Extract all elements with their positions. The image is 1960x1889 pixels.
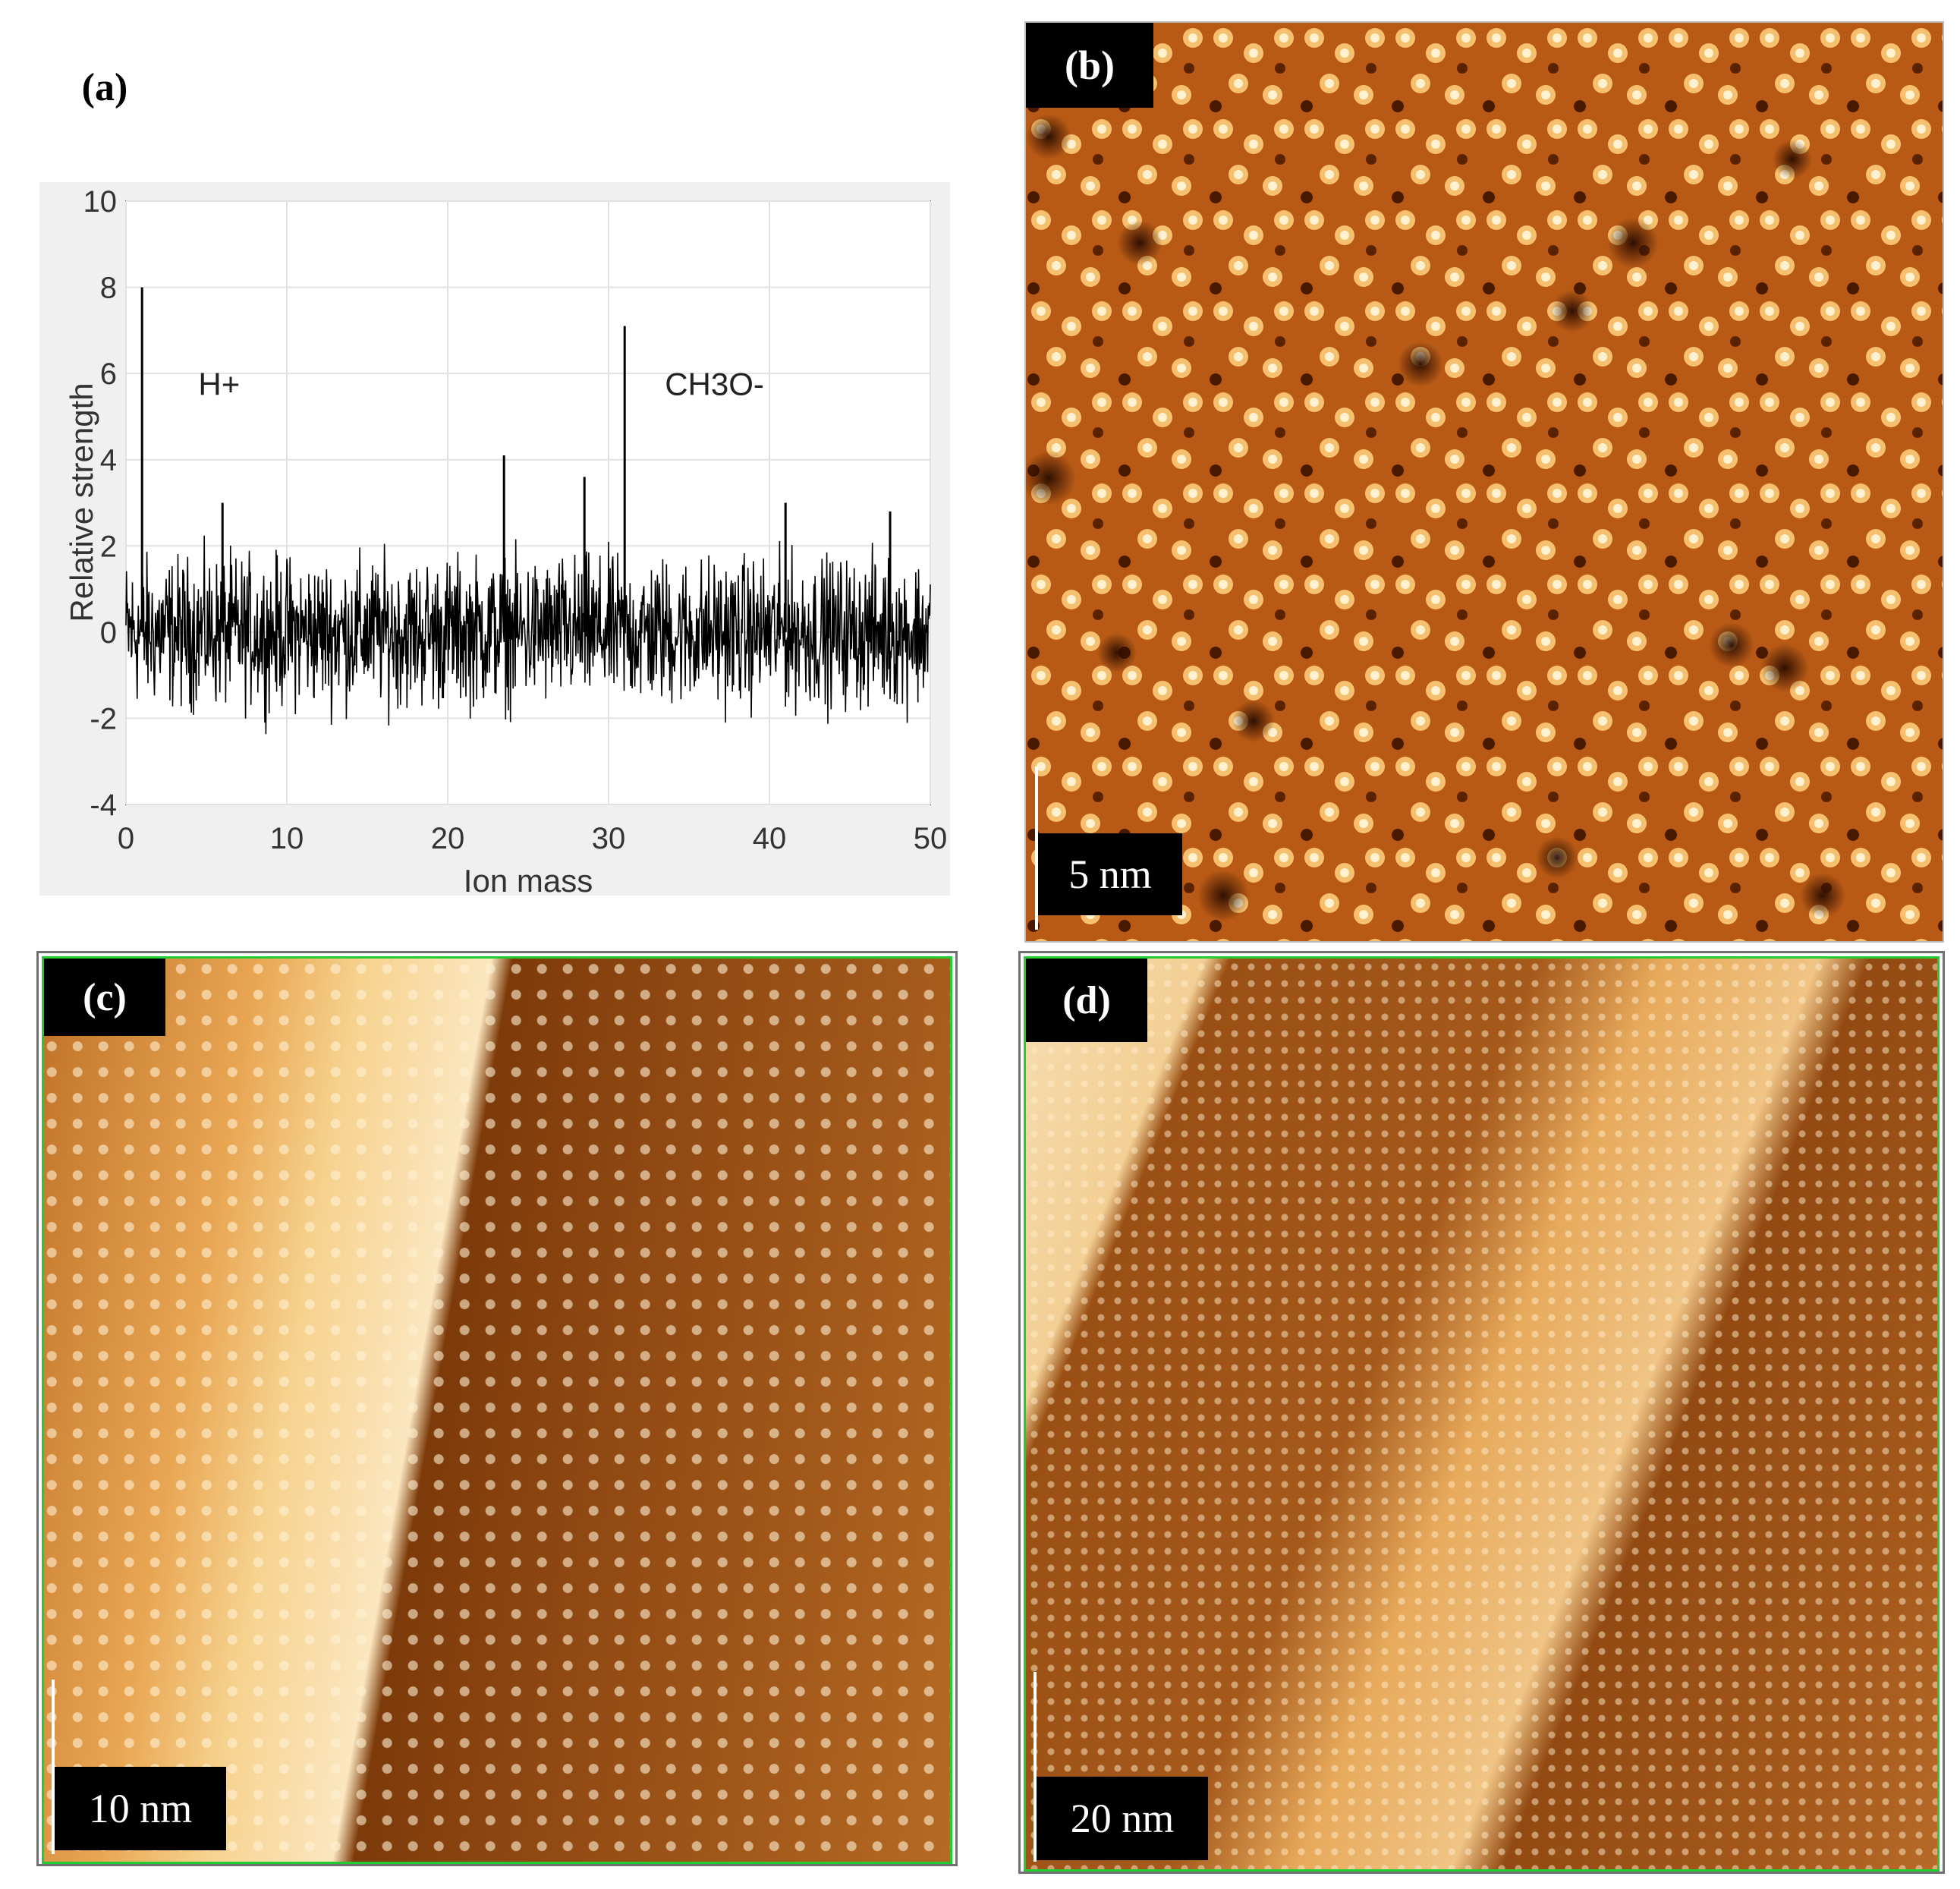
panel-c-frame: (c) 10 nm [36, 951, 958, 1866]
scale-bar [52, 1680, 55, 1854]
panel-b-image: (b) 5 nm [1024, 21, 1944, 943]
panel-c-label: (c) [44, 959, 165, 1036]
scale-bar [1033, 1672, 1037, 1862]
x-tick-label: 10 [270, 822, 304, 855]
panel-c-scale-label: 10 nm [55, 1767, 226, 1850]
y-tick-label: 10 [83, 185, 118, 219]
peak-annotation: H+ [198, 367, 240, 402]
panel-d-label: (d) [1026, 959, 1147, 1042]
x-tick-label: 20 [431, 822, 465, 855]
panel-d-image: (d) 20 nm [1024, 956, 1940, 1872]
scale-bar [1035, 767, 1038, 930]
panel-b-label: (b) [1026, 23, 1153, 108]
panel-b-scale-label: 5 nm [1038, 833, 1182, 915]
y-tick-label: 4 [100, 444, 117, 477]
x-tick-label: 50 [914, 822, 948, 855]
x-tick-label: 40 [753, 822, 787, 855]
y-tick-label: -2 [90, 702, 117, 735]
x-axis-label: Ion mass [464, 863, 593, 896]
y-tick-label: 6 [100, 357, 117, 391]
peak-annotation: CH3O- [665, 367, 764, 402]
spectrum-noise-series [125, 535, 931, 735]
y-tick-label: 8 [100, 272, 117, 305]
y-tick-label: 0 [100, 616, 117, 650]
plot-area [125, 200, 931, 805]
y-tick-label: 2 [100, 530, 117, 563]
panel-d-frame: (d) 20 nm [1018, 951, 1945, 1874]
panel-a-label: (a) [81, 65, 128, 109]
panel-c-image: (c) 10 nm [42, 956, 952, 1864]
panel-d-scale-label: 20 nm [1037, 1777, 1208, 1860]
x-tick-label: 0 [118, 822, 134, 855]
y-axis-label: Relative strength [64, 383, 99, 622]
y-tick-label: -4 [90, 789, 117, 822]
x-tick-label: 30 [592, 822, 626, 855]
